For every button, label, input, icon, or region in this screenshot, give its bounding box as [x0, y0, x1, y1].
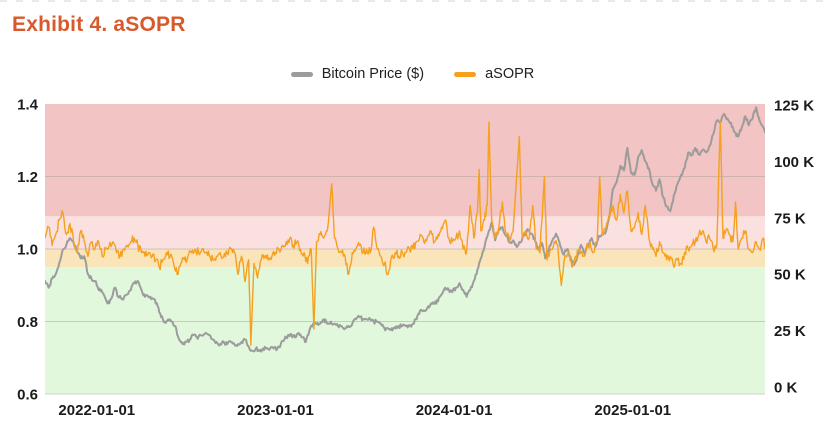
x-axis-tick-label: 2024-01-01: [416, 402, 493, 419]
right-axis-tick-label: 125 K: [774, 98, 814, 115]
asopr-line: [45, 121, 765, 346]
right-axis-tick-label: 100 K: [774, 154, 814, 171]
legend-label-bitcoin-price: Bitcoin Price ($): [321, 66, 425, 82]
left-axis-tick-label: 1.0: [17, 242, 38, 259]
plot-band: [45, 216, 765, 249]
right-axis-tick-label: 0 K: [774, 380, 798, 397]
legend-label-asopr: aSOPR: [485, 66, 535, 82]
plot-band: [45, 104, 765, 217]
x-axis-tick-label: 2023-01-01: [237, 402, 314, 419]
right-axis-tick-label: 75 K: [774, 210, 806, 227]
right-axis-tick-label: 50 K: [774, 267, 806, 284]
bitcoin-price-line: [45, 106, 765, 353]
x-axis-tick-label: 2025-01-01: [594, 402, 671, 419]
bitcoin-price-swatch: [290, 71, 313, 77]
left-axis-tick-label: 0.8: [17, 314, 38, 331]
plot-band: [45, 267, 765, 394]
left-axis-tick-label: 1.4: [17, 97, 39, 114]
cropped-content-artifact: [0, 0, 825, 2]
right-axis-tick-label: 25 K: [774, 323, 806, 340]
left-axis-tick-label: 1.2: [17, 169, 38, 186]
exhibit-title: Exhibit 4. aSOPR: [12, 13, 186, 36]
x-axis-tick-label: 2022-01-01: [58, 402, 135, 419]
asopr-swatch: [454, 71, 477, 77]
legend-item-bitcoin-price: Bitcoin Price ($): [290, 66, 425, 82]
legend-item-asopr: aSOPR: [454, 66, 534, 82]
chart-legend: Bitcoin Price ($) aSOPR: [0, 66, 825, 82]
left-axis-tick-label: 0.6: [17, 387, 38, 404]
